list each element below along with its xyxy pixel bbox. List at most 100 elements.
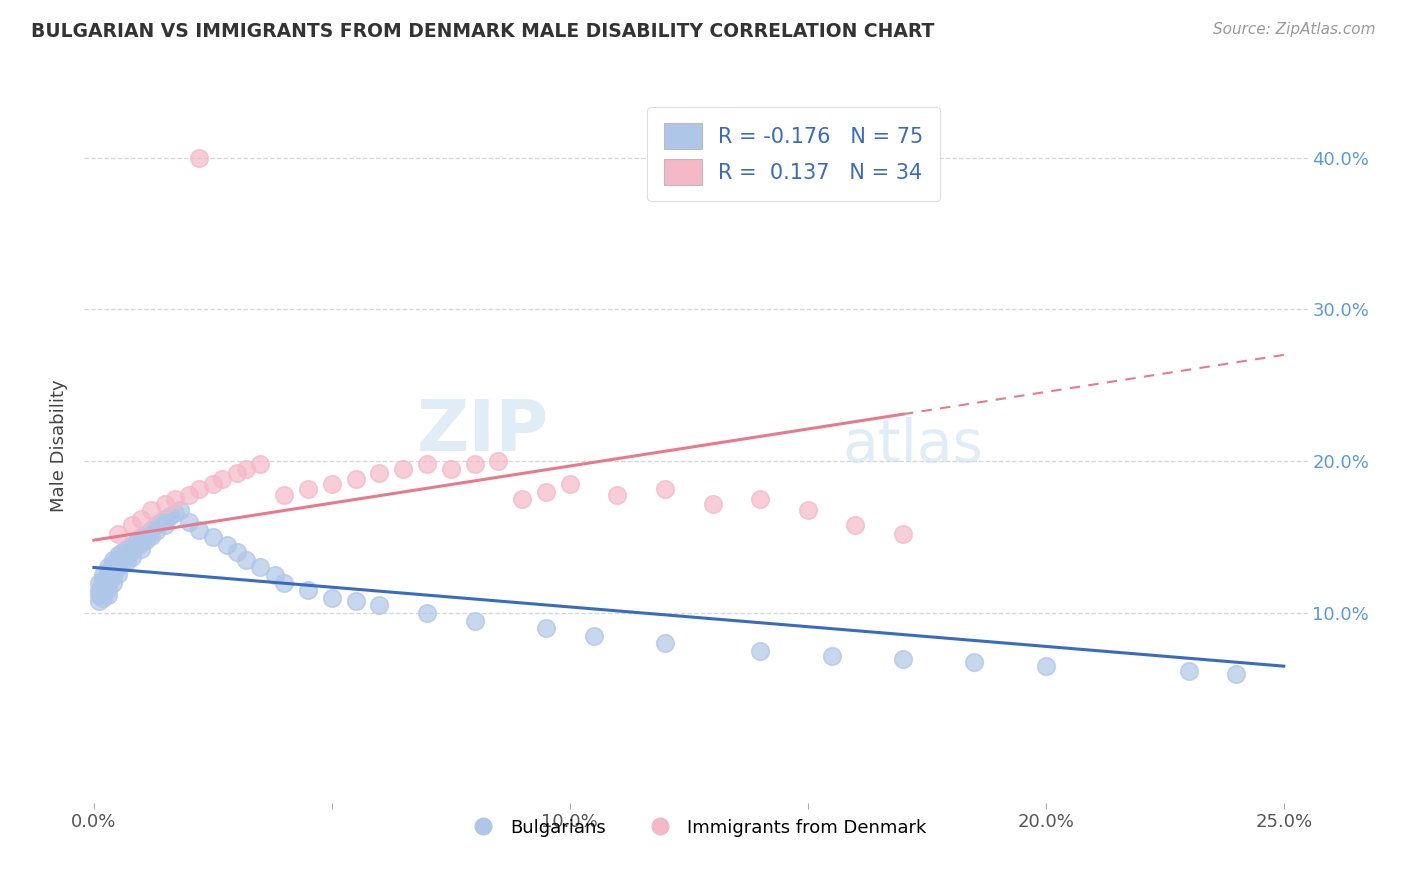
Point xyxy=(273,575,295,590)
Point xyxy=(273,487,295,501)
Text: ZIP: ZIP xyxy=(418,397,550,467)
Text: BULGARIAN VS IMMIGRANTS FROM DENMARK MALE DISABILITY CORRELATION CHART: BULGARIAN VS IMMIGRANTS FROM DENMARK MAL… xyxy=(31,22,935,41)
Point xyxy=(797,502,820,516)
Point xyxy=(392,462,415,476)
Point xyxy=(121,538,143,552)
Point xyxy=(155,518,177,533)
Point xyxy=(344,472,367,486)
Point xyxy=(115,549,138,563)
Point xyxy=(163,506,186,520)
Point xyxy=(145,518,167,533)
Text: Source: ZipAtlas.com: Source: ZipAtlas.com xyxy=(1212,22,1375,37)
Legend: Bulgarians, Immigrants from Denmark: Bulgarians, Immigrants from Denmark xyxy=(458,812,934,844)
Point xyxy=(155,512,177,526)
Point xyxy=(963,655,986,669)
Point xyxy=(891,527,914,541)
Point xyxy=(93,591,115,605)
Point xyxy=(97,575,120,590)
Point xyxy=(121,549,143,564)
Point xyxy=(115,542,138,557)
Point xyxy=(654,636,676,650)
Point xyxy=(249,457,271,471)
Point xyxy=(464,457,486,471)
Point xyxy=(297,583,319,598)
Point xyxy=(201,530,224,544)
Point xyxy=(534,621,557,635)
Point xyxy=(101,553,124,567)
Point xyxy=(187,151,209,165)
Point xyxy=(101,564,124,578)
Point xyxy=(115,554,138,568)
Point xyxy=(101,575,124,590)
Point xyxy=(107,527,129,541)
Point xyxy=(297,482,319,496)
Point xyxy=(217,538,239,552)
Point xyxy=(1035,659,1057,673)
Point xyxy=(125,539,148,553)
Point xyxy=(263,568,285,582)
Point xyxy=(139,502,162,516)
Point xyxy=(368,599,391,613)
Point xyxy=(111,551,134,566)
Point xyxy=(654,482,676,496)
Point xyxy=(93,579,115,593)
Point xyxy=(97,560,120,574)
Point xyxy=(93,584,115,599)
Point xyxy=(1225,666,1247,681)
Point xyxy=(107,566,129,581)
Point xyxy=(101,558,124,572)
Point xyxy=(606,487,628,501)
Point xyxy=(844,518,866,533)
Point xyxy=(211,472,233,486)
Point xyxy=(149,515,172,529)
Point xyxy=(235,553,257,567)
Point xyxy=(121,518,143,533)
Point xyxy=(820,648,842,663)
Point xyxy=(93,568,115,582)
Point xyxy=(225,467,247,481)
Point xyxy=(321,591,343,605)
Point xyxy=(416,606,439,620)
Point xyxy=(93,573,115,587)
Point xyxy=(416,457,439,471)
Point xyxy=(225,545,247,559)
Point xyxy=(131,512,153,526)
Point xyxy=(131,542,153,557)
Point xyxy=(169,502,191,516)
Point xyxy=(187,482,209,496)
Point xyxy=(749,492,772,507)
Point xyxy=(87,583,110,598)
Point xyxy=(139,523,162,537)
Point xyxy=(249,560,271,574)
Point xyxy=(749,644,772,658)
Y-axis label: Male Disability: Male Disability xyxy=(51,380,69,512)
Point xyxy=(488,454,510,468)
Point xyxy=(702,497,724,511)
Point xyxy=(97,588,120,602)
Point xyxy=(368,467,391,481)
Point xyxy=(582,629,605,643)
Point xyxy=(534,484,557,499)
Point xyxy=(97,569,120,583)
Point xyxy=(131,530,153,544)
Point xyxy=(159,508,181,523)
Point xyxy=(321,477,343,491)
Point xyxy=(891,651,914,665)
Point xyxy=(464,614,486,628)
Point xyxy=(107,560,129,574)
Point xyxy=(107,554,129,568)
Point xyxy=(163,492,186,507)
Point xyxy=(87,594,110,608)
Point xyxy=(177,515,200,529)
Point xyxy=(558,477,581,491)
Point xyxy=(131,536,153,550)
Point xyxy=(121,543,143,558)
Point xyxy=(155,497,177,511)
Point xyxy=(97,564,120,578)
Point xyxy=(344,594,367,608)
Point xyxy=(510,492,533,507)
Point xyxy=(125,533,148,548)
Point xyxy=(87,575,110,590)
Point xyxy=(1177,664,1199,678)
Point xyxy=(111,558,134,572)
